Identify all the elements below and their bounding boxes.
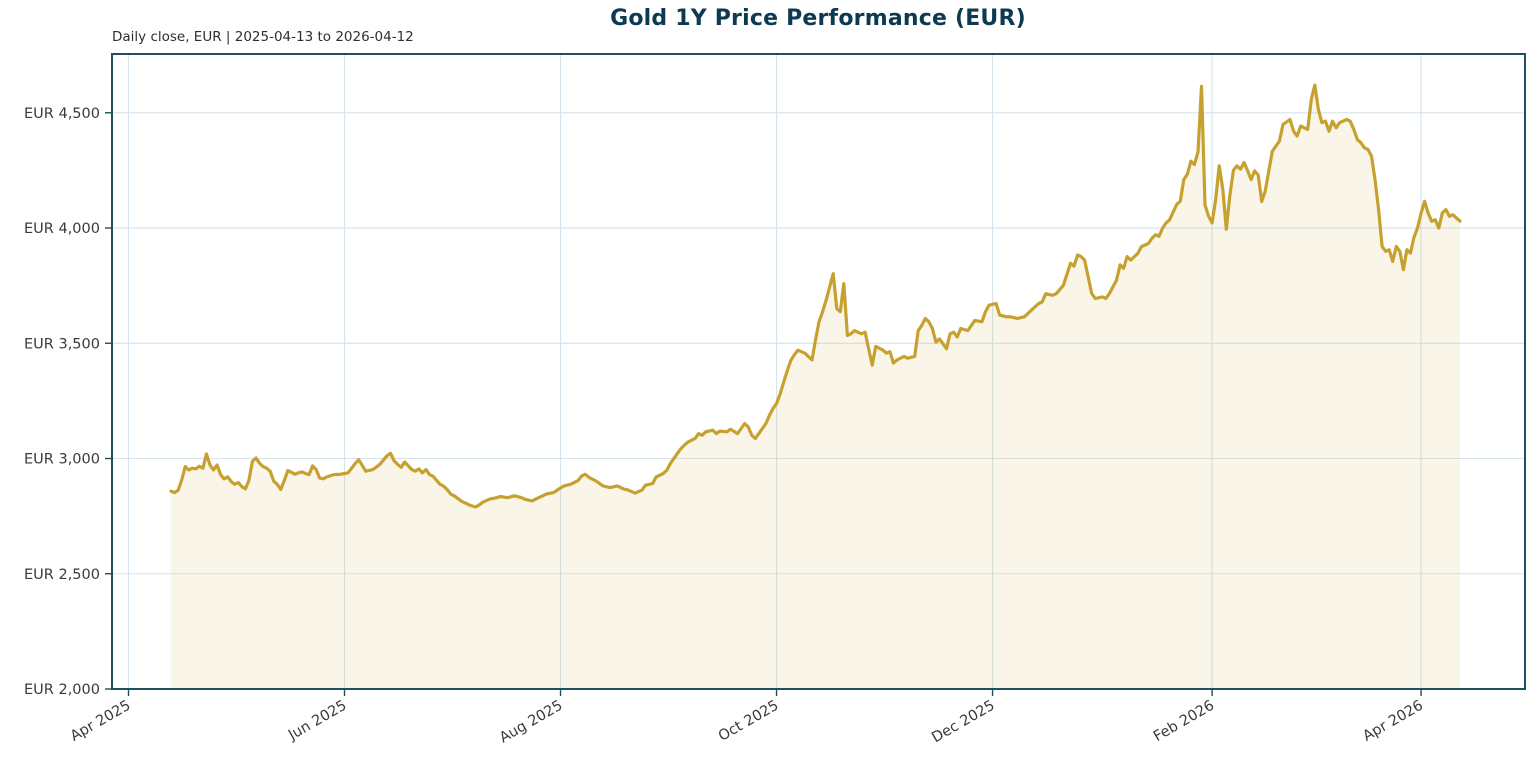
x-tick-label: Aug 2025 — [497, 698, 565, 747]
y-tick-label: EUR 4,000 — [24, 221, 100, 237]
x-tick-label: Apr 2025 — [68, 698, 134, 745]
y-tick-label: EUR 2,000 — [24, 682, 100, 698]
chart-title: Gold 1Y Price Performance (EUR) — [610, 6, 1026, 31]
price-line — [169, 83, 1462, 509]
x-tick-label: Apr 2026 — [1360, 698, 1426, 745]
x-tick-label: Jun 2025 — [285, 698, 349, 744]
plot-border — [111, 53, 1526, 690]
x-tick-label: Dec 2025 — [929, 698, 997, 747]
price-area-fill — [171, 85, 1460, 690]
chart-subtitle: Daily close, EUR | 2025-04-13 to 2026-04… — [112, 29, 414, 45]
y-tick-label: EUR 2,500 — [24, 567, 100, 583]
x-tick-label: Oct 2025 — [716, 698, 782, 745]
y-tick-label: EUR 3,000 — [24, 452, 100, 468]
y-tick-label: EUR 4,500 — [24, 106, 100, 122]
y-tick-label: EUR 3,500 — [24, 336, 100, 352]
x-tick-label: Feb 2026 — [1151, 698, 1217, 745]
